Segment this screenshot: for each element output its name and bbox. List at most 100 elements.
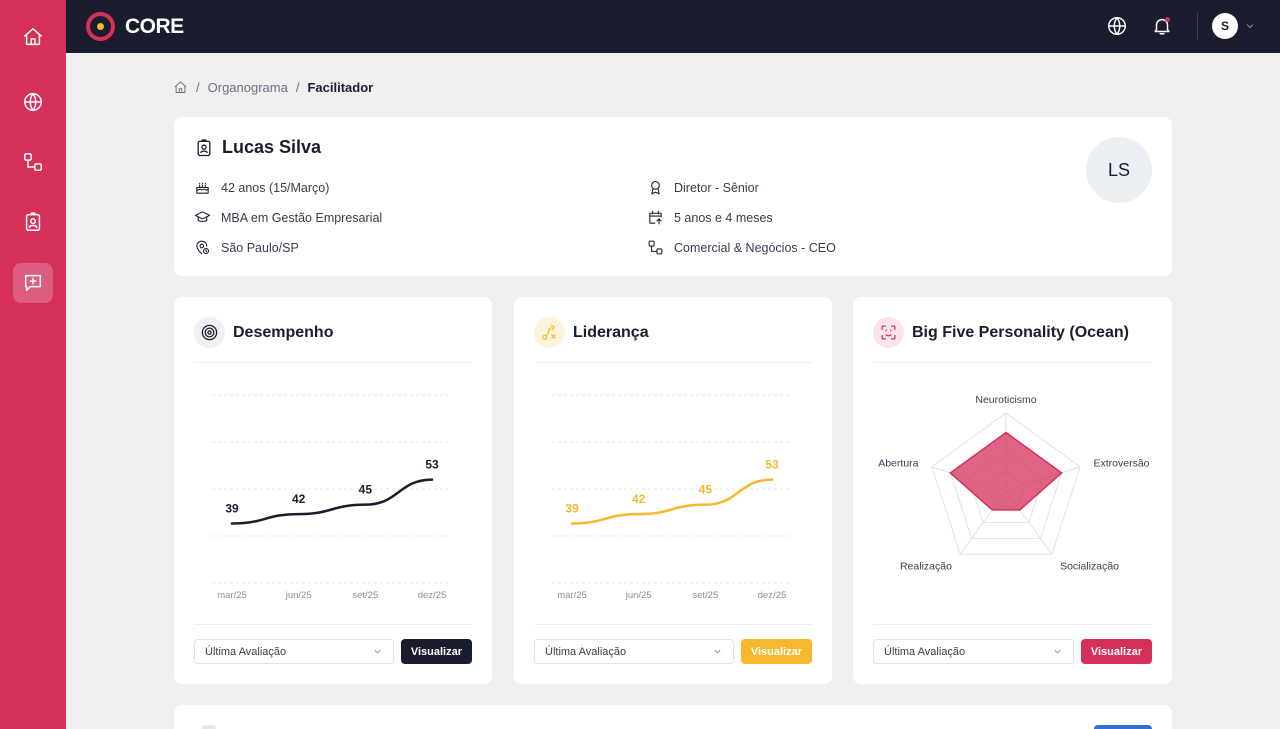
- user-menu[interactable]: S: [1212, 13, 1256, 39]
- avatar: S: [1212, 13, 1238, 39]
- data-label: 45: [699, 483, 713, 497]
- profile-age-text: 42 anos (15/Março): [221, 180, 330, 195]
- bigfive-view-button[interactable]: Visualizar: [1080, 639, 1152, 664]
- profile-age: 42 anos (15/Março): [194, 179, 329, 196]
- award-icon: [651, 180, 660, 195]
- notification-dot: [1165, 17, 1170, 22]
- data-label: 45: [359, 483, 373, 497]
- language-button[interactable]: [1106, 15, 1128, 37]
- bigfive-card: Big Five Personality (Ocean) Neuroticism…: [853, 297, 1172, 684]
- data-label: 39: [565, 501, 579, 515]
- x-tick-label: dez/25: [418, 590, 447, 601]
- radar-axis-label: Socialização: [1060, 560, 1119, 572]
- sidebar-item-feedback[interactable]: [13, 263, 53, 303]
- bigfive-header: Big Five Personality (Ocean): [873, 317, 1129, 348]
- leadership-footer: Última Avaliação Visualizar: [534, 639, 812, 664]
- route-icon: [534, 317, 565, 348]
- breadcrumb-organogram[interactable]: Organograma: [207, 80, 288, 95]
- next-card-button[interactable]: [1094, 725, 1152, 729]
- face-scan-icon: [873, 317, 904, 348]
- bigfive-chart: Neuroticismo Extroversão Socialização Reali…: [878, 394, 1149, 572]
- profile-location: São Paulo/SP: [194, 239, 299, 256]
- bell-icon: [1154, 18, 1170, 35]
- profile-header: Lucas Silva: [194, 137, 321, 158]
- home-icon: [24, 28, 42, 46]
- x-tick-label: jun/25: [625, 590, 652, 601]
- bigfive-footer: Última Avaliação Visualizar: [873, 639, 1152, 664]
- profile-name: Lucas Silva: [222, 137, 322, 157]
- radar-axis-label: Realização: [900, 560, 952, 572]
- leadership-view-button[interactable]: Visualizar: [740, 639, 812, 664]
- badge-icon: [197, 138, 211, 156]
- x-tick-label: jun/25: [285, 590, 312, 601]
- performance-header: Desempenho: [194, 317, 333, 348]
- leadership-period-value: Última Avaliação: [545, 645, 627, 658]
- chevron-down-icon: [1246, 24, 1254, 29]
- x-tick-label: set/25: [692, 590, 718, 601]
- divider: [873, 362, 1152, 363]
- profile-tenure-text: 5 anos e 4 meses: [674, 210, 773, 225]
- profile-education: MBA em Gestão Empresarial: [194, 209, 382, 226]
- performance-card: Desempenho 39 mar/25 42 jun/25 45 set/25 53 dez…: [174, 297, 492, 684]
- sidebar-item-organogram[interactable]: [13, 142, 53, 182]
- performance-period-select[interactable]: Última Avaliação: [194, 639, 394, 664]
- bigfive-period-value: Última Avaliação: [884, 645, 966, 658]
- data-label: 42: [632, 492, 646, 506]
- profile-location-text: São Paulo/SP: [221, 240, 299, 255]
- x-tick-label: mar/25: [557, 590, 587, 601]
- performance-view-button[interactable]: Visualizar: [400, 639, 472, 664]
- divider: [534, 624, 812, 625]
- divider: [534, 362, 812, 363]
- performance-title: Desempenho: [233, 323, 334, 341]
- app-name: CORE: [125, 14, 184, 38]
- divider: [194, 362, 472, 363]
- sidebar: [0, 0, 66, 729]
- topbar: CORE S: [66, 0, 1280, 53]
- x-tick-label: mar/25: [217, 590, 247, 601]
- chevron-down-icon: [374, 649, 381, 654]
- x-tick-label: dez/25: [758, 590, 787, 601]
- x-tick-label: set/25: [352, 590, 378, 601]
- globe-icon: [24, 93, 42, 111]
- radar-axis-label: Extroversão: [1093, 458, 1149, 470]
- breadcrumb-separator: /: [196, 80, 200, 95]
- graduation-cap-icon: [194, 211, 211, 222]
- profile-department: Comercial & Negócios - CEO: [647, 239, 836, 256]
- sidebar-item-home[interactable]: [13, 17, 53, 57]
- divider: [194, 624, 472, 625]
- chevron-down-icon: [714, 649, 721, 654]
- next-card: [174, 705, 1172, 729]
- notifications-button[interactable]: [1151, 15, 1173, 37]
- profile-role-text: Diretor - Sênior: [674, 180, 759, 195]
- data-label: 42: [292, 492, 306, 506]
- radar-axis-label: Abertura: [878, 458, 918, 470]
- calendar-icon: [649, 210, 662, 225]
- series-line: [230, 478, 434, 525]
- target-icon: [194, 317, 225, 348]
- radar-axis-label: Neuroticismo: [975, 394, 1036, 406]
- leadership-card: Liderança 39 mar/25 42 jun/25 45 set/25 53 dez/…: [514, 297, 832, 684]
- home-icon[interactable]: [173, 80, 188, 95]
- globe-icon: [1108, 17, 1126, 35]
- data-label: 53: [425, 458, 439, 472]
- message-plus-icon: [24, 274, 42, 292]
- logo[interactable]: CORE: [86, 12, 184, 41]
- performance-period-value: Última Avaliação: [205, 645, 287, 658]
- profile-role: Diretor - Sênior: [647, 179, 759, 196]
- badge-icon: [25, 212, 41, 231]
- performance-footer: Última Avaliação Visualizar: [194, 639, 472, 664]
- sidebar-item-badge[interactable]: [13, 202, 53, 242]
- avatar: LS: [1086, 137, 1152, 203]
- breadcrumb-current: Facilitador: [307, 80, 374, 95]
- sidebar-item-globe[interactable]: [13, 82, 53, 122]
- leadership-title: Liderança: [573, 323, 649, 341]
- divider: [873, 624, 1152, 625]
- chevron-down-icon: [1054, 649, 1061, 654]
- card-icon: [202, 725, 216, 729]
- logo-mark: [86, 12, 115, 41]
- bigfive-period-select[interactable]: Última Avaliação: [873, 639, 1074, 664]
- leadership-period-select[interactable]: Última Avaliação: [534, 639, 734, 664]
- data-label: 39: [225, 501, 239, 515]
- series-line: [570, 478, 774, 525]
- radar-grid: [931, 412, 1081, 555]
